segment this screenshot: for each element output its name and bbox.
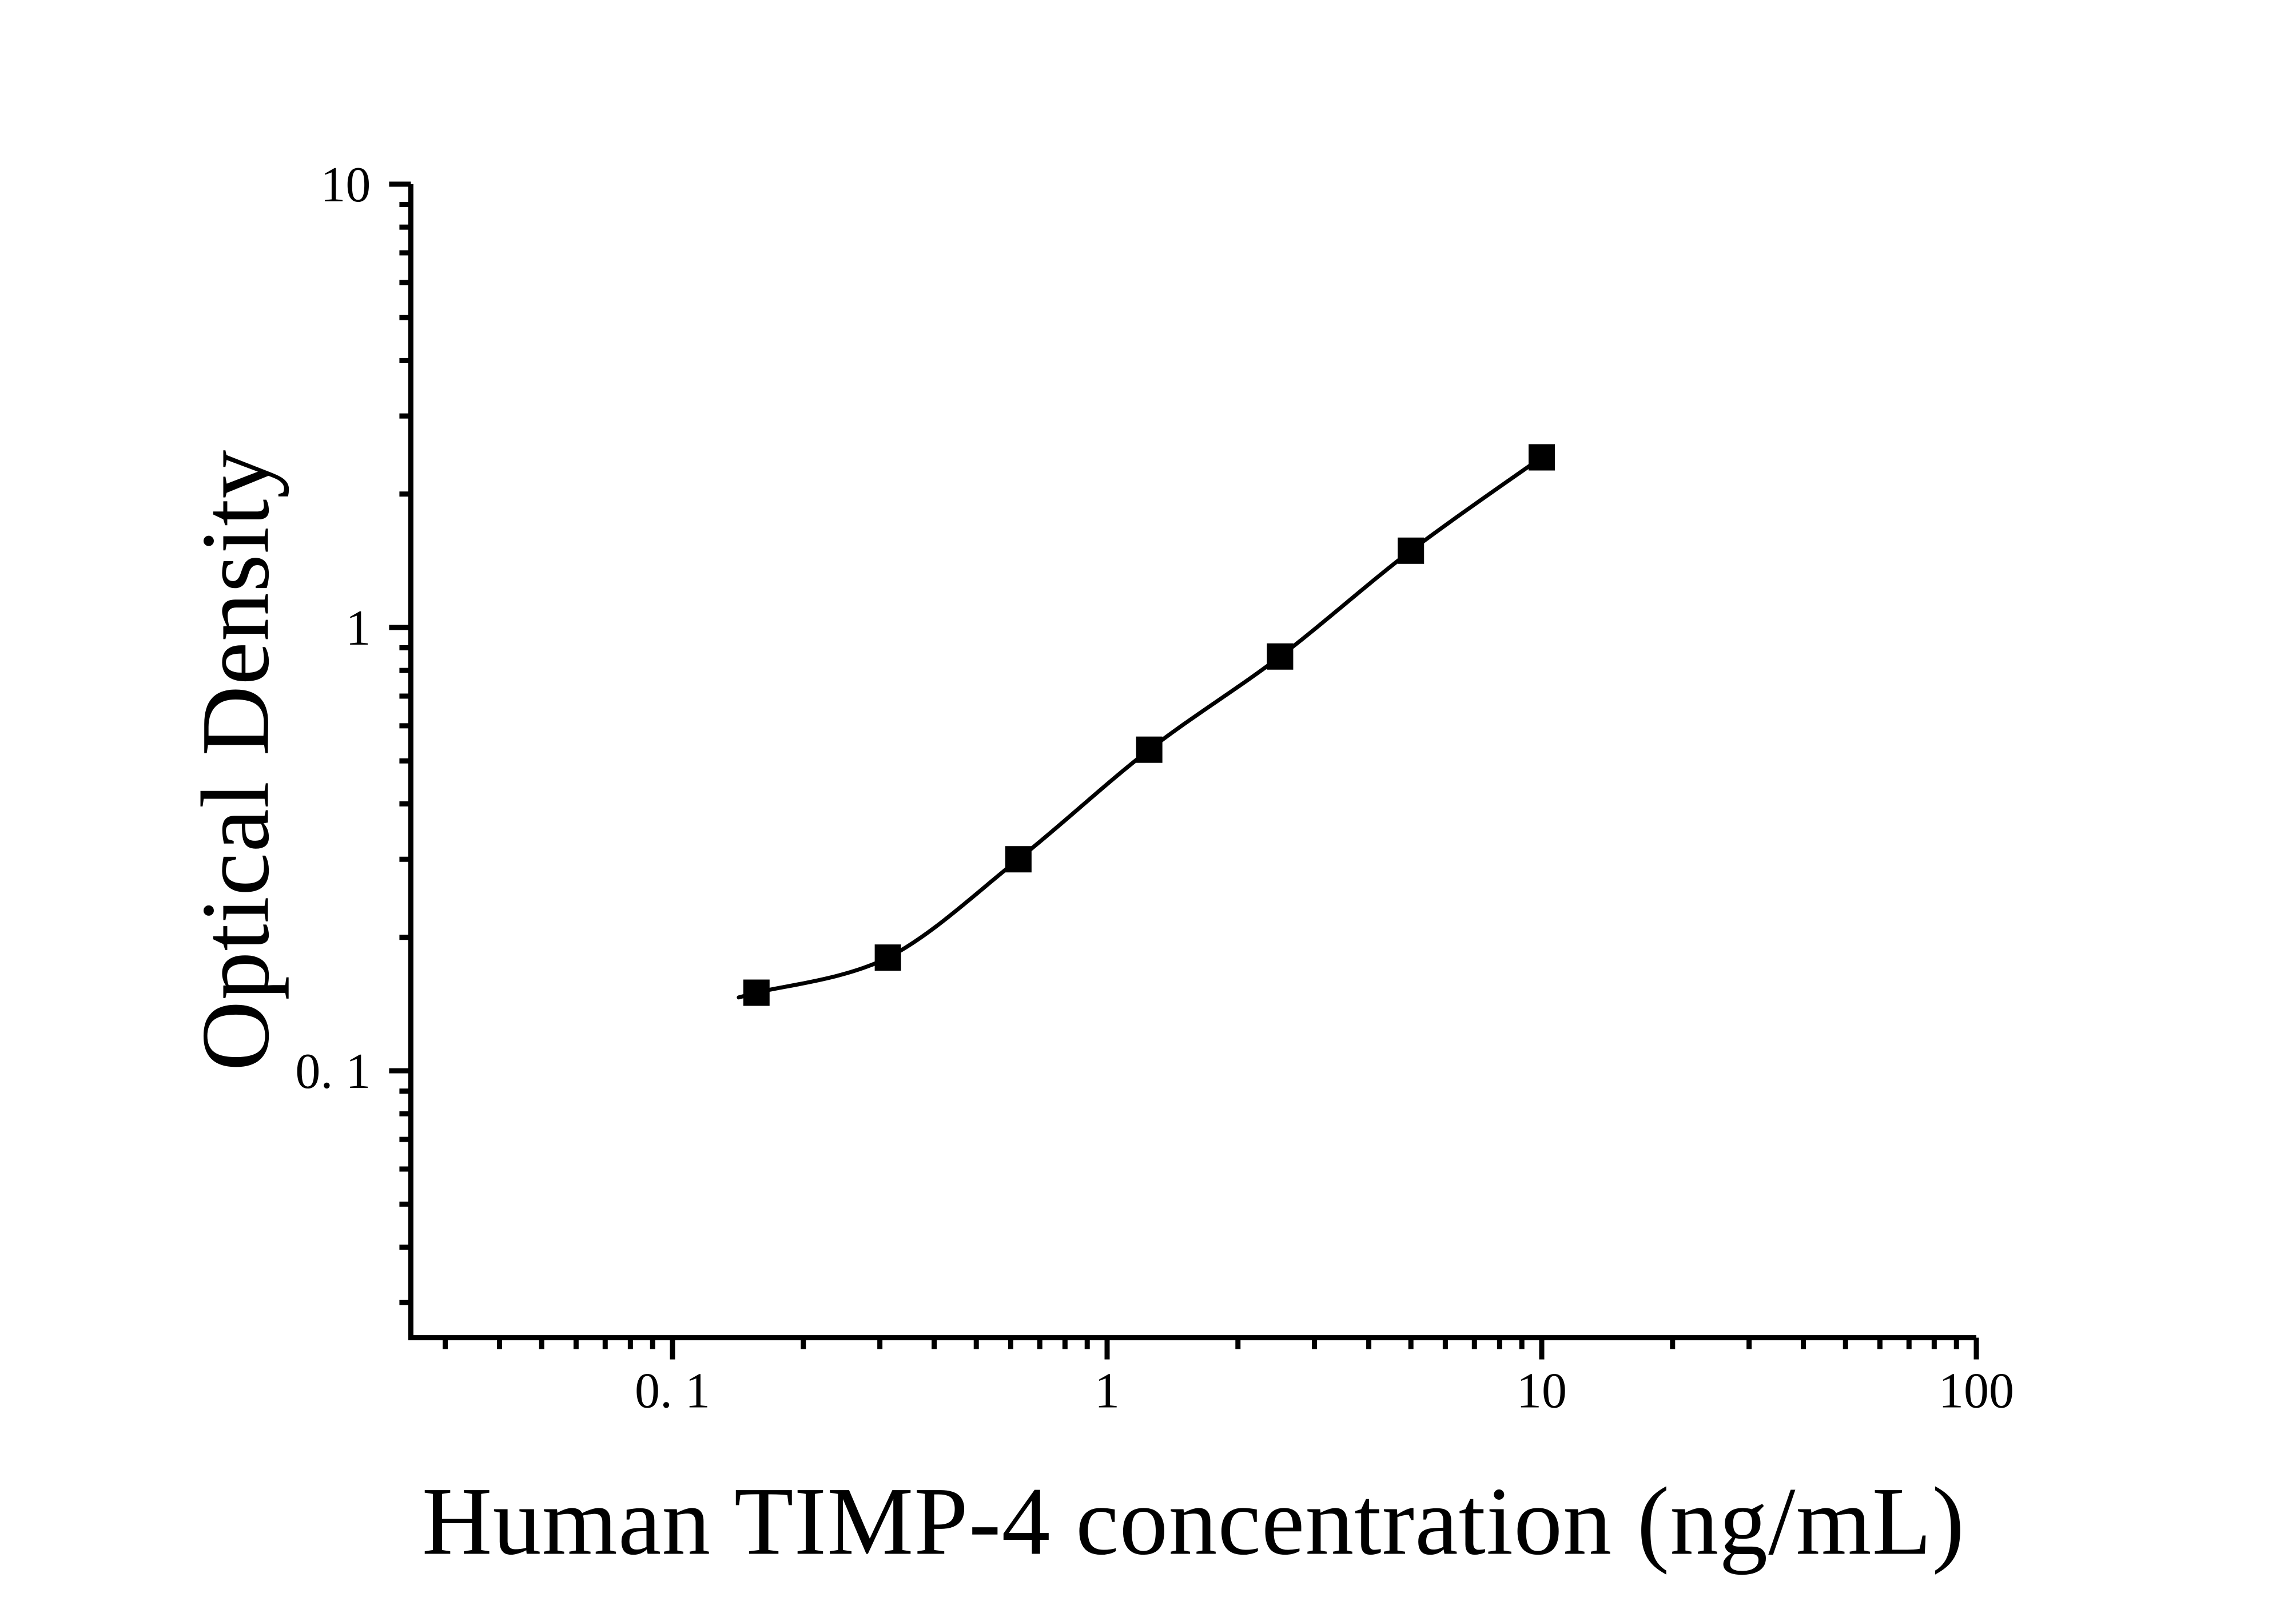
y-axis-title: Optical Density — [181, 449, 289, 1071]
data-point-square — [1398, 537, 1424, 564]
x-axis-tick-label: 100 — [1939, 1364, 2014, 1419]
data-point-square — [1136, 736, 1163, 763]
data-point-square — [874, 944, 901, 971]
axis-lines — [408, 184, 1976, 1341]
data-point-square — [1529, 444, 1555, 471]
y-axis-tick-label: 10 — [320, 157, 371, 213]
x-axis-tick-label: 0. 1 — [635, 1364, 710, 1419]
data-point-square — [743, 979, 770, 1006]
y-axis-tick-label: 0. 1 — [295, 1044, 371, 1099]
data-point-square — [1267, 643, 1294, 670]
x-axis-tick-label: 10 — [1517, 1364, 1567, 1419]
y-axis-tick-label: 1 — [345, 601, 371, 656]
data-point-square — [1005, 846, 1032, 873]
x-axis-tick-label: 1 — [1095, 1364, 1120, 1419]
x-axis-title: Human TIMP-4 concentration (ng/mL) — [421, 1467, 1965, 1575]
